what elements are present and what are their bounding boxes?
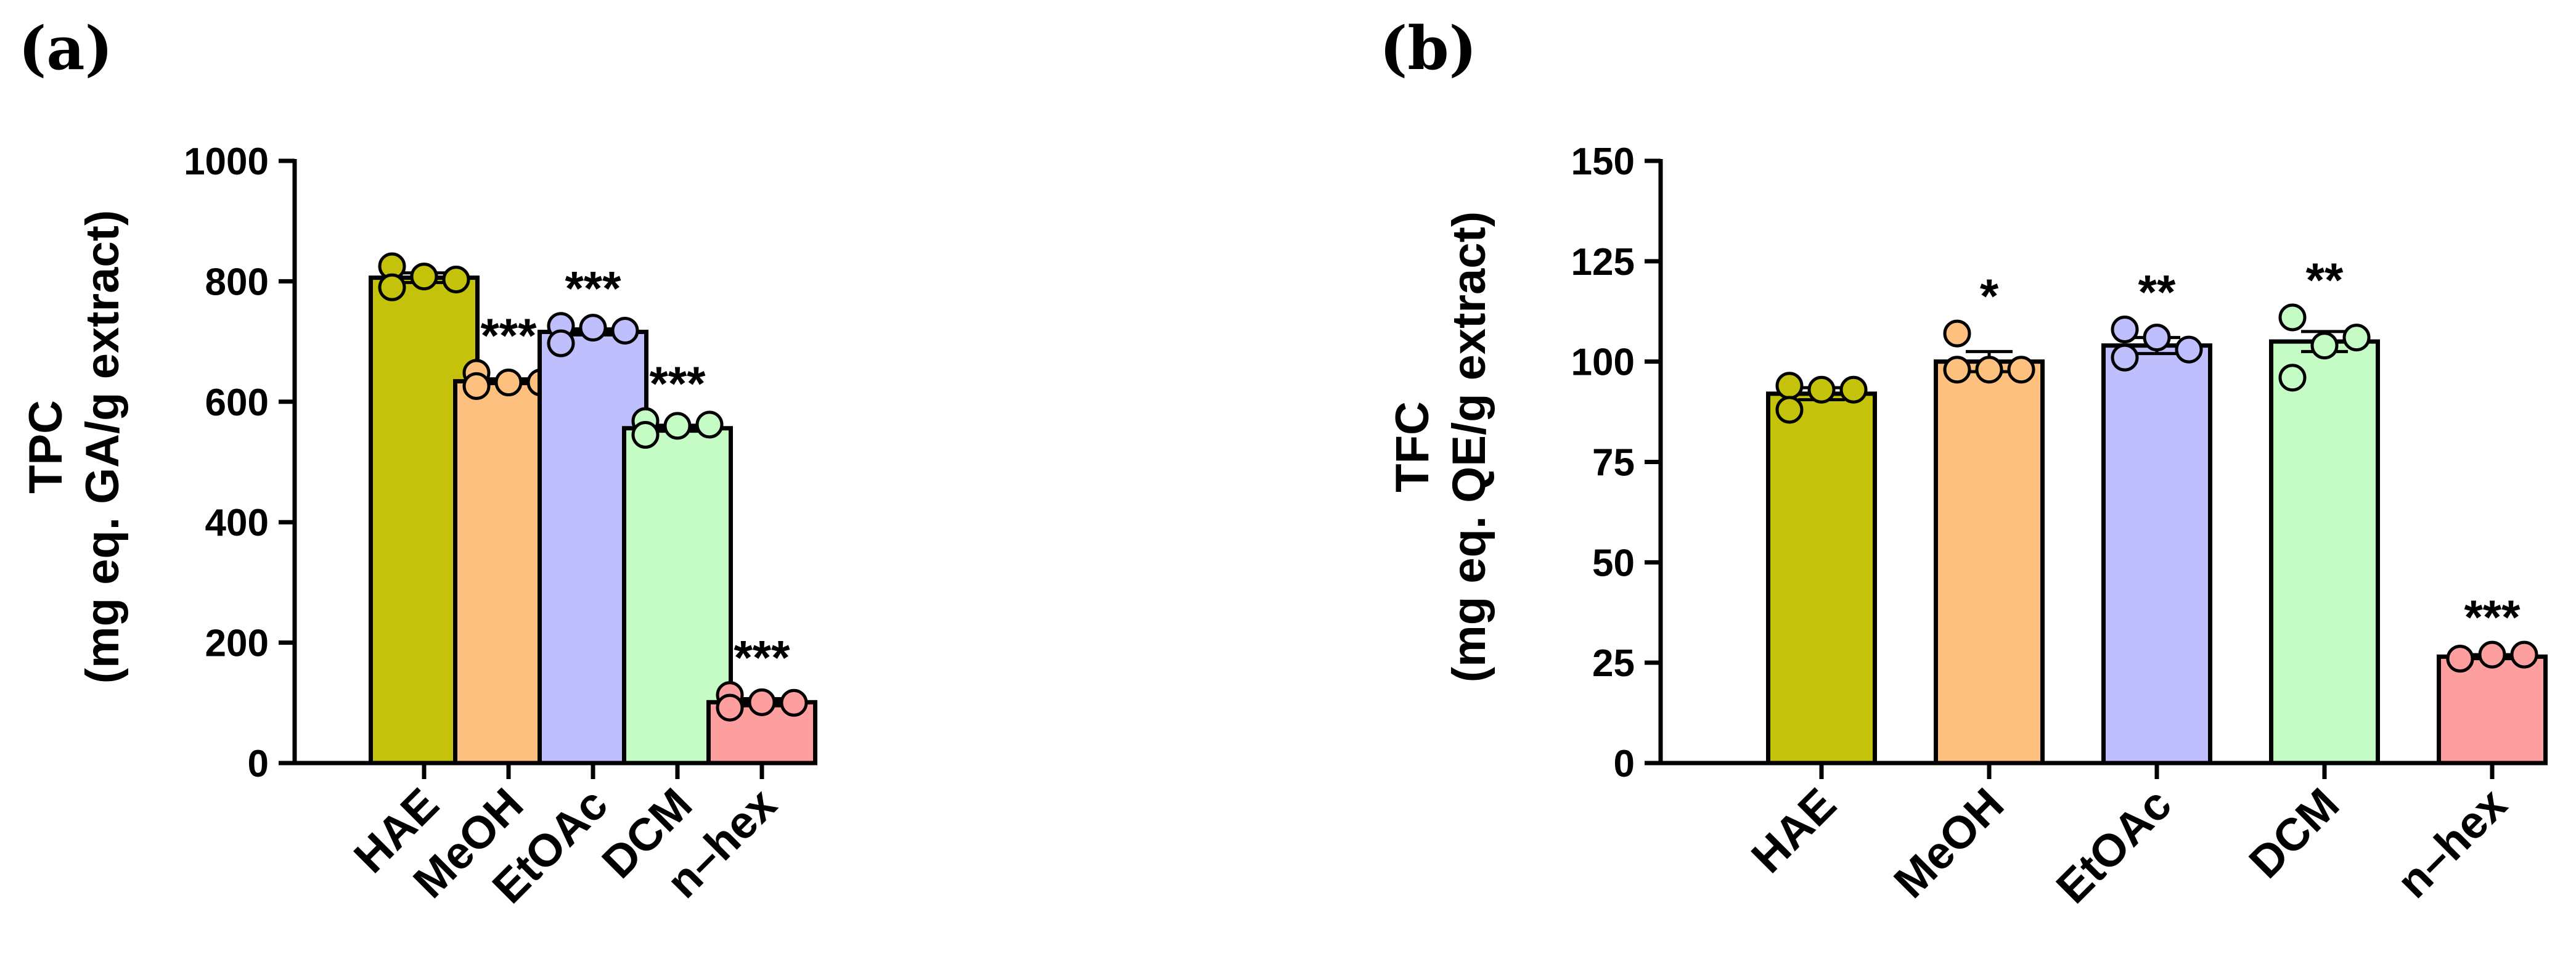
x-category-label: HAE xyxy=(1741,778,1846,883)
data-point xyxy=(1839,375,1868,404)
y-tick-label: 25 xyxy=(1592,642,1635,685)
data-point xyxy=(1807,375,1836,404)
x-category-label: DCM xyxy=(2239,778,2349,888)
bar-hae xyxy=(1766,391,1877,766)
data-point xyxy=(2111,316,2139,344)
y-axis-subtitle: (mg eq. GA/g extract) xyxy=(76,210,129,684)
y-axis-title: TPC xyxy=(20,400,72,494)
data-point xyxy=(2278,303,2307,332)
data-point xyxy=(663,412,692,440)
x-category-label: n–hex xyxy=(2387,778,2516,908)
y-tick-label: 800 xyxy=(205,261,269,303)
data-point xyxy=(2175,335,2203,364)
bar-etoac xyxy=(2101,343,2212,766)
bar-dcm xyxy=(2269,339,2380,766)
y-tick-label: 100 xyxy=(1571,341,1635,384)
data-point xyxy=(1975,356,2003,384)
chart-panel-b: (b) TFC (mg eq. QE/g extract) 0 25 50 75 100… xyxy=(1288,0,2576,972)
data-point xyxy=(611,317,639,345)
y-tick-label: 0 xyxy=(248,743,269,785)
significance-marker: *** xyxy=(480,308,537,362)
data-point xyxy=(1775,396,1804,424)
bar-meoh xyxy=(1934,359,2045,766)
data-point xyxy=(1943,319,1971,348)
data-point xyxy=(378,273,406,301)
data-point xyxy=(2143,324,2171,352)
significance-marker: ** xyxy=(2306,253,2344,307)
data-point xyxy=(631,421,660,449)
data-point xyxy=(2510,640,2538,669)
data-point xyxy=(494,369,523,397)
data-point xyxy=(748,688,776,716)
significance-marker: *** xyxy=(734,631,790,685)
y-tick-label: 150 xyxy=(1571,141,1635,183)
data-point xyxy=(462,372,491,400)
data-point xyxy=(2278,364,2307,392)
data-point xyxy=(1775,372,1804,400)
y-tick-label: 0 xyxy=(1614,743,1635,785)
data-point xyxy=(716,693,744,722)
data-point xyxy=(547,329,575,357)
y-axis-title: TFC xyxy=(1386,401,1439,492)
tfc-bar-chart: TFC (mg eq. QE/g extract) 0 25 50 75 100 125 1… xyxy=(1386,141,2548,913)
panel-label: (b) xyxy=(1380,14,1477,83)
data-point xyxy=(442,265,470,293)
significance-marker: *** xyxy=(649,356,706,410)
data-point xyxy=(780,688,808,717)
significance-marker: *** xyxy=(565,261,621,316)
chart-panel-a: (a) TPC (mg eq. GA/g extract) 0 200 400 600… xyxy=(18,14,817,913)
data-point xyxy=(695,410,724,439)
data-point xyxy=(410,263,438,291)
data-point xyxy=(2111,343,2139,372)
y-axis-subtitle: (mg eq. QE/g extract) xyxy=(1443,211,1495,682)
data-point xyxy=(2310,332,2339,360)
data-point xyxy=(2007,356,2035,384)
y-tick-label: 400 xyxy=(205,502,269,544)
data-point xyxy=(579,314,607,342)
x-category-label: MeOH xyxy=(1884,778,2013,908)
data-point xyxy=(2446,645,2474,673)
data-point xyxy=(2478,640,2506,669)
y-tick-label: 600 xyxy=(205,382,269,424)
y-tick-label: 50 xyxy=(1592,542,1635,584)
data-point xyxy=(2342,324,2371,352)
bar-nhex xyxy=(2437,654,2548,766)
significance-marker: *** xyxy=(2464,590,2521,644)
data-point xyxy=(1943,356,1971,384)
significance-marker: ** xyxy=(2138,265,2176,319)
significance-marker: * xyxy=(1980,269,1999,323)
panel-label: (a) xyxy=(18,14,113,83)
y-tick-label: 75 xyxy=(1592,442,1635,484)
y-tick-label: 1000 xyxy=(184,141,269,183)
y-tick-label: 125 xyxy=(1571,241,1635,284)
y-tick-label: 200 xyxy=(205,623,269,665)
x-category-label: EtOAc xyxy=(2046,778,2181,913)
tpc-bar-chart: TPC (mg eq. GA/g extract) 0 200 400 600 800 1… xyxy=(20,141,817,913)
